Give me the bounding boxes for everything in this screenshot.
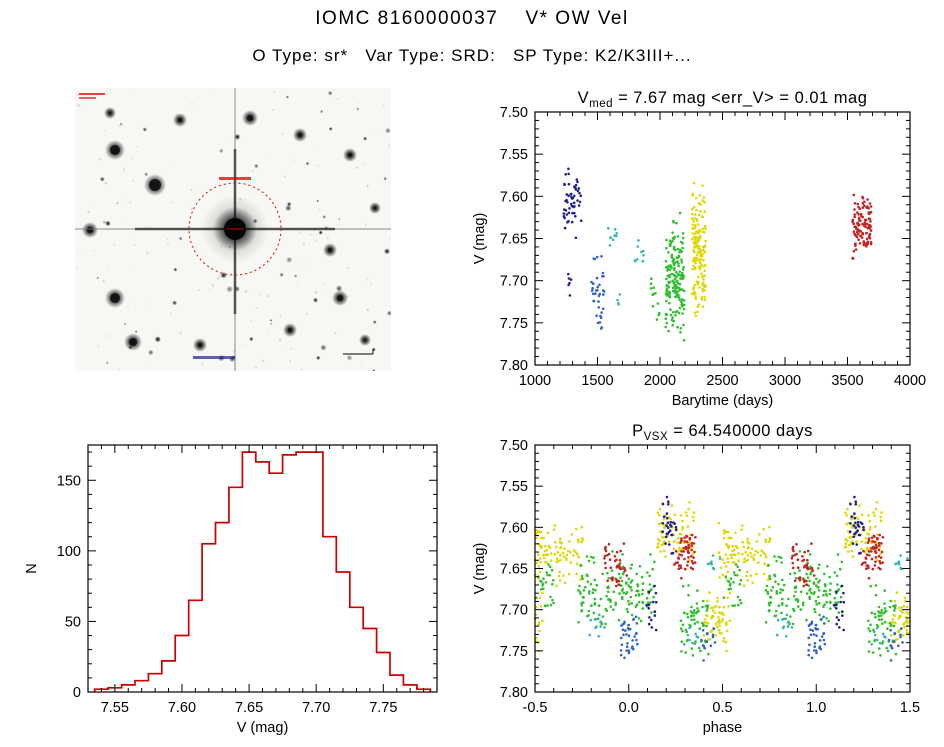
svg-text:7.75: 7.75 [500, 644, 528, 660]
y-axis-label: N [24, 563, 40, 573]
svg-text:150: 150 [57, 473, 81, 489]
svg-text:7.55: 7.55 [500, 479, 528, 495]
svg-text:7.60: 7.60 [500, 189, 528, 205]
series-obs-group-2 [590, 255, 606, 330]
svg-text:7.75: 7.75 [500, 316, 528, 332]
svg-text:2500: 2500 [706, 373, 738, 389]
svg-text:7.60: 7.60 [500, 520, 528, 536]
svg-text:7.80: 7.80 [500, 358, 528, 374]
svg-text:7.80: 7.80 [500, 685, 528, 701]
phase-folded-lightcurve-chart: -0.5 0.0 0.5 1.0 1.5 7.50 7.55 7.60 7.65 7.70 7.75… [472, 422, 920, 736]
finder-chart-image [75, 88, 391, 371]
svg-text:7.50: 7.50 [500, 105, 528, 121]
series-obs-group-4 [649, 211, 686, 342]
svg-text:1000: 1000 [519, 373, 551, 389]
svg-text:7.65: 7.65 [500, 232, 528, 248]
tick-marks [87, 445, 438, 693]
svg-text:0: 0 [73, 685, 81, 701]
series-obs-group-6 [851, 193, 873, 260]
series-obs-group-3 [588, 554, 909, 646]
tick-marks [534, 111, 911, 366]
x-axis-label: Barytime (days) [672, 393, 774, 408]
axes-frame [534, 111, 911, 366]
series-obs-group-1 [562, 167, 583, 297]
svg-text:3500: 3500 [831, 373, 863, 389]
series-obs-group-2 [619, 615, 904, 662]
svg-text:50: 50 [65, 614, 81, 630]
tick-marks [534, 444, 911, 693]
target-circle [188, 182, 282, 276]
lightcurve-barytime-chart: 1000 1500 2000 2500 3000 3500 4000 7.50 7.55 7.60… [472, 89, 926, 408]
svg-text:0.5: 0.5 [712, 700, 732, 716]
series-obs-group-1 [645, 495, 865, 632]
svg-text:7.50: 7.50 [500, 438, 528, 454]
x-axis-label: phase [703, 720, 743, 736]
y-axis-label: V (mag) [472, 213, 488, 265]
series-obs-group-5 [690, 181, 707, 318]
svg-text:7.70: 7.70 [302, 700, 330, 716]
svg-text:3000: 3000 [769, 373, 801, 389]
svg-text:7.75: 7.75 [369, 700, 397, 716]
svg-text:7.65: 7.65 [235, 700, 263, 716]
x-axis-label: V (mag) [237, 720, 289, 736]
svg-text:7.70: 7.70 [500, 274, 528, 290]
y-axis-label: V (mag) [472, 543, 488, 595]
svg-text:1.5: 1.5 [900, 700, 920, 716]
svg-text:0.0: 0.0 [619, 700, 639, 716]
chart-title: Vmed = 7.67 mag <err_V> = 0.01 mag [578, 89, 868, 110]
svg-text:100: 100 [57, 544, 81, 560]
annotation-marks [79, 93, 374, 359]
histogram-step-outline [93, 451, 432, 692]
chart-title: PVSX = 64.540000 days [632, 422, 813, 443]
tick-labels: -0.5 0.0 0.5 1.0 1.5 7.50 7.55 7.60 7.65 7.70 7.75… [500, 438, 920, 716]
series-obs-group-3 [607, 227, 645, 306]
axes-frame [87, 444, 438, 693]
tick-labels: 1000 1500 2000 2500 3000 3500 4000 7.50 7.55 7.60… [500, 105, 926, 389]
page-title: IOMC 8160000037 V* OW Vel [315, 8, 629, 29]
svg-text:4000: 4000 [894, 373, 926, 389]
svg-text:2000: 2000 [644, 373, 676, 389]
field-stars [82, 90, 391, 371]
page-subtitle: O Type: sr* Var Type: SRD: SP Type: K2/K… [252, 46, 692, 65]
svg-text:1500: 1500 [581, 373, 613, 389]
svg-text:7.65: 7.65 [500, 562, 528, 578]
series-obs-group-5 [533, 501, 911, 653]
magnitude-histogram-chart: 7.55 7.60 7.65 7.70 7.75 0 50 100 150 V (mag) N [24, 444, 438, 736]
svg-text:7.55: 7.55 [500, 147, 528, 163]
axes-frame [534, 444, 911, 693]
svg-text:7.60: 7.60 [168, 700, 196, 716]
svg-text:1.0: 1.0 [806, 700, 826, 716]
series-obs-group-6 [603, 533, 885, 588]
tick-labels: 7.55 7.60 7.65 7.70 7.75 0 50 100 150 [57, 473, 398, 716]
svg-text:7.70: 7.70 [500, 603, 528, 619]
svg-text:7.55: 7.55 [101, 700, 129, 716]
svg-text:-0.5: -0.5 [523, 700, 548, 716]
series-obs-group-4 [535, 547, 898, 657]
